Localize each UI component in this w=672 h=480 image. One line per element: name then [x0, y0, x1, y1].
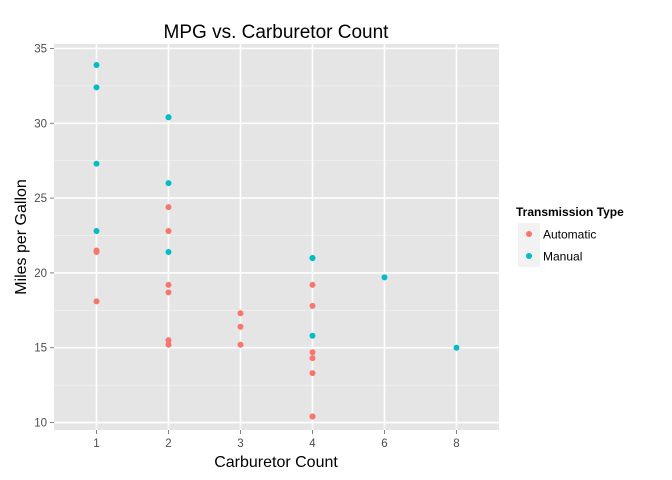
legend-label-automatic: Automatic — [543, 228, 596, 242]
y-tick-label: 10 — [34, 418, 47, 430]
x-tick-label: 4 — [309, 438, 316, 450]
chart-title: MPG vs. Carburetor Count — [164, 22, 390, 43]
x-tick-label: 3 — [237, 438, 243, 450]
data-point-automatic — [165, 228, 172, 235]
data-point-automatic — [165, 289, 172, 296]
plot-panel — [54, 44, 499, 430]
legend: Transmission Type Automatic Manual — [516, 205, 624, 267]
legend-title: Transmission Type — [516, 205, 624, 219]
x-axis: 1 2 3 4 6 8 — [93, 430, 460, 450]
data-point-automatic — [309, 281, 316, 288]
y-tick-label: 30 — [34, 118, 47, 130]
data-point-automatic — [309, 355, 316, 362]
data-point-manual — [93, 84, 100, 91]
data-point-automatic — [93, 298, 100, 305]
y-tick-label: 25 — [34, 193, 47, 205]
data-point-manual — [381, 274, 388, 281]
y-tick-label: 15 — [34, 343, 47, 355]
x-tick-label: 1 — [93, 438, 99, 450]
data-point-automatic — [165, 337, 172, 344]
data-point-automatic — [93, 247, 100, 254]
data-point-automatic — [165, 281, 172, 288]
data-point-manual — [93, 160, 100, 167]
data-point-automatic — [237, 310, 244, 317]
data-point-manual — [309, 332, 316, 339]
data-points — [93, 61, 460, 420]
data-point-automatic — [309, 302, 316, 309]
data-point-automatic — [309, 370, 316, 377]
data-point-manual — [309, 254, 316, 261]
data-point-automatic — [237, 323, 244, 330]
x-tick-label: 6 — [381, 438, 387, 450]
data-point-automatic — [165, 341, 172, 348]
data-point-manual — [165, 180, 172, 187]
y-axis-label: Miles per Gallon — [13, 179, 30, 295]
legend-marker-automatic — [526, 231, 532, 237]
data-point-manual — [93, 61, 100, 68]
data-point-automatic — [309, 349, 316, 356]
data-point-manual — [453, 344, 460, 351]
data-point-automatic — [309, 413, 316, 420]
x-axis-label: Carburetor Count — [214, 454, 338, 471]
minor-grid — [54, 85, 499, 386]
legend-label-manual: Manual — [543, 250, 582, 264]
data-point-manual — [93, 228, 100, 235]
data-point-manual — [165, 114, 172, 121]
x-tick-label: 2 — [165, 438, 171, 450]
legend-marker-manual — [526, 253, 532, 259]
y-axis: 10 15 20 25 30 35 — [34, 43, 54, 430]
data-point-automatic — [237, 341, 244, 348]
y-tick-label: 20 — [34, 268, 47, 280]
y-tick-label: 35 — [34, 43, 47, 55]
data-point-manual — [165, 248, 172, 255]
data-point-automatic — [165, 204, 172, 211]
x-tick-label: 8 — [453, 438, 459, 450]
major-grid — [54, 44, 499, 430]
